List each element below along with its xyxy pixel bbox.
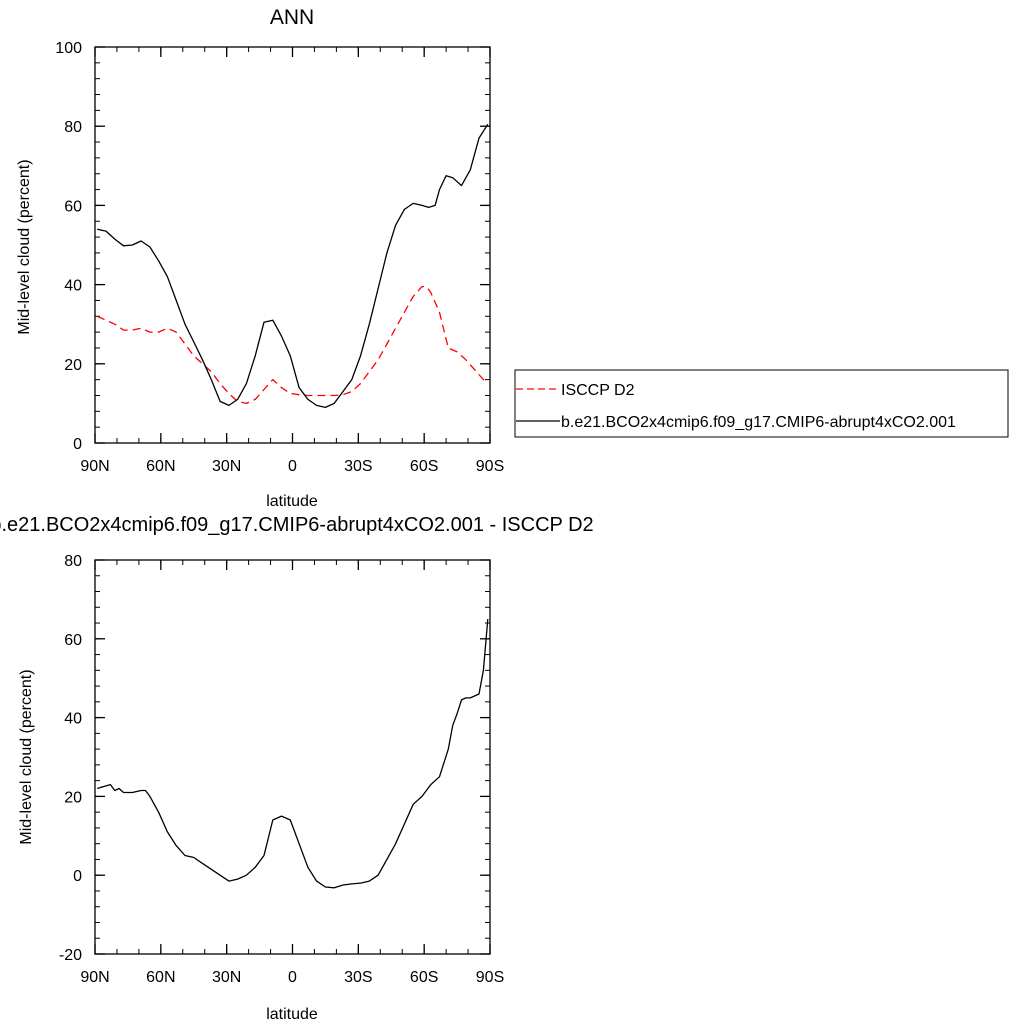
x-tick-label: 30N bbox=[212, 969, 241, 986]
x-tick-label: 90S bbox=[476, 969, 504, 986]
y-axis-label: Mid-level cloud (percent) bbox=[16, 159, 33, 334]
x-axis-label: latitude bbox=[266, 1006, 318, 1023]
chart-top: ANN latitude Mid-level cloud (percent) 9… bbox=[16, 6, 504, 510]
x-tick-label: 90S bbox=[476, 458, 504, 475]
x-tick-label: 0 bbox=[288, 969, 297, 986]
y-tick-label: 80 bbox=[64, 119, 82, 136]
x-tick-label: 60S bbox=[410, 458, 438, 475]
y-tick-label: 20 bbox=[64, 357, 82, 374]
chart-title: b.e21.BCO2x4cmip6.f09_g17.CMIP6-abrupt4x… bbox=[0, 514, 594, 536]
series-line-1 bbox=[97, 123, 489, 409]
legend-label-isccp: ISCCP D2 bbox=[561, 382, 635, 399]
plot-frame bbox=[94, 559, 491, 955]
y-tick-label: 60 bbox=[64, 198, 82, 215]
legend-label-model: b.e21.BCO2x4cmip6.f09_g17.CMIP6-abrupt4x… bbox=[561, 414, 956, 431]
x-axis-label: latitude bbox=[266, 493, 318, 510]
plot-frame bbox=[94, 46, 491, 444]
y-tick-label: 60 bbox=[64, 632, 82, 649]
y-tick-label: 0 bbox=[73, 868, 82, 885]
y-axis-label: Mid-level cloud (percent) bbox=[18, 669, 35, 844]
x-tick-label: 90N bbox=[80, 458, 109, 475]
y-tick-label: -20 bbox=[59, 947, 82, 964]
x-tick-label: 90N bbox=[80, 969, 109, 986]
series-line-0 bbox=[97, 619, 489, 889]
y-tick-label: 80 bbox=[64, 553, 82, 570]
y-tick-label: 100 bbox=[55, 40, 82, 57]
chart-title: ANN bbox=[270, 6, 314, 29]
y-tick-label: 40 bbox=[64, 711, 82, 728]
x-tick-label: 30N bbox=[212, 458, 241, 475]
legend-box bbox=[514, 369, 1009, 438]
y-tick-label: 20 bbox=[64, 789, 82, 806]
x-tick-label: 60N bbox=[146, 458, 175, 475]
x-tick-label: 60S bbox=[410, 969, 438, 986]
y-tick-label: 0 bbox=[73, 436, 82, 453]
series-line-0 bbox=[96, 285, 489, 405]
x-tick-label: 30S bbox=[344, 458, 372, 475]
x-tick-label: 30S bbox=[344, 969, 372, 986]
legend: ISCCP D2 b.e21.BCO2x4cmip6.f09_g17.CMIP6… bbox=[514, 369, 1009, 438]
x-tick-label: 0 bbox=[288, 458, 297, 475]
chart-bottom: b.e21.BCO2x4cmip6.f09_g17.CMIP6-abrupt4x… bbox=[0, 514, 594, 1023]
y-tick-label: 40 bbox=[64, 278, 82, 295]
x-tick-label: 60N bbox=[146, 969, 175, 986]
